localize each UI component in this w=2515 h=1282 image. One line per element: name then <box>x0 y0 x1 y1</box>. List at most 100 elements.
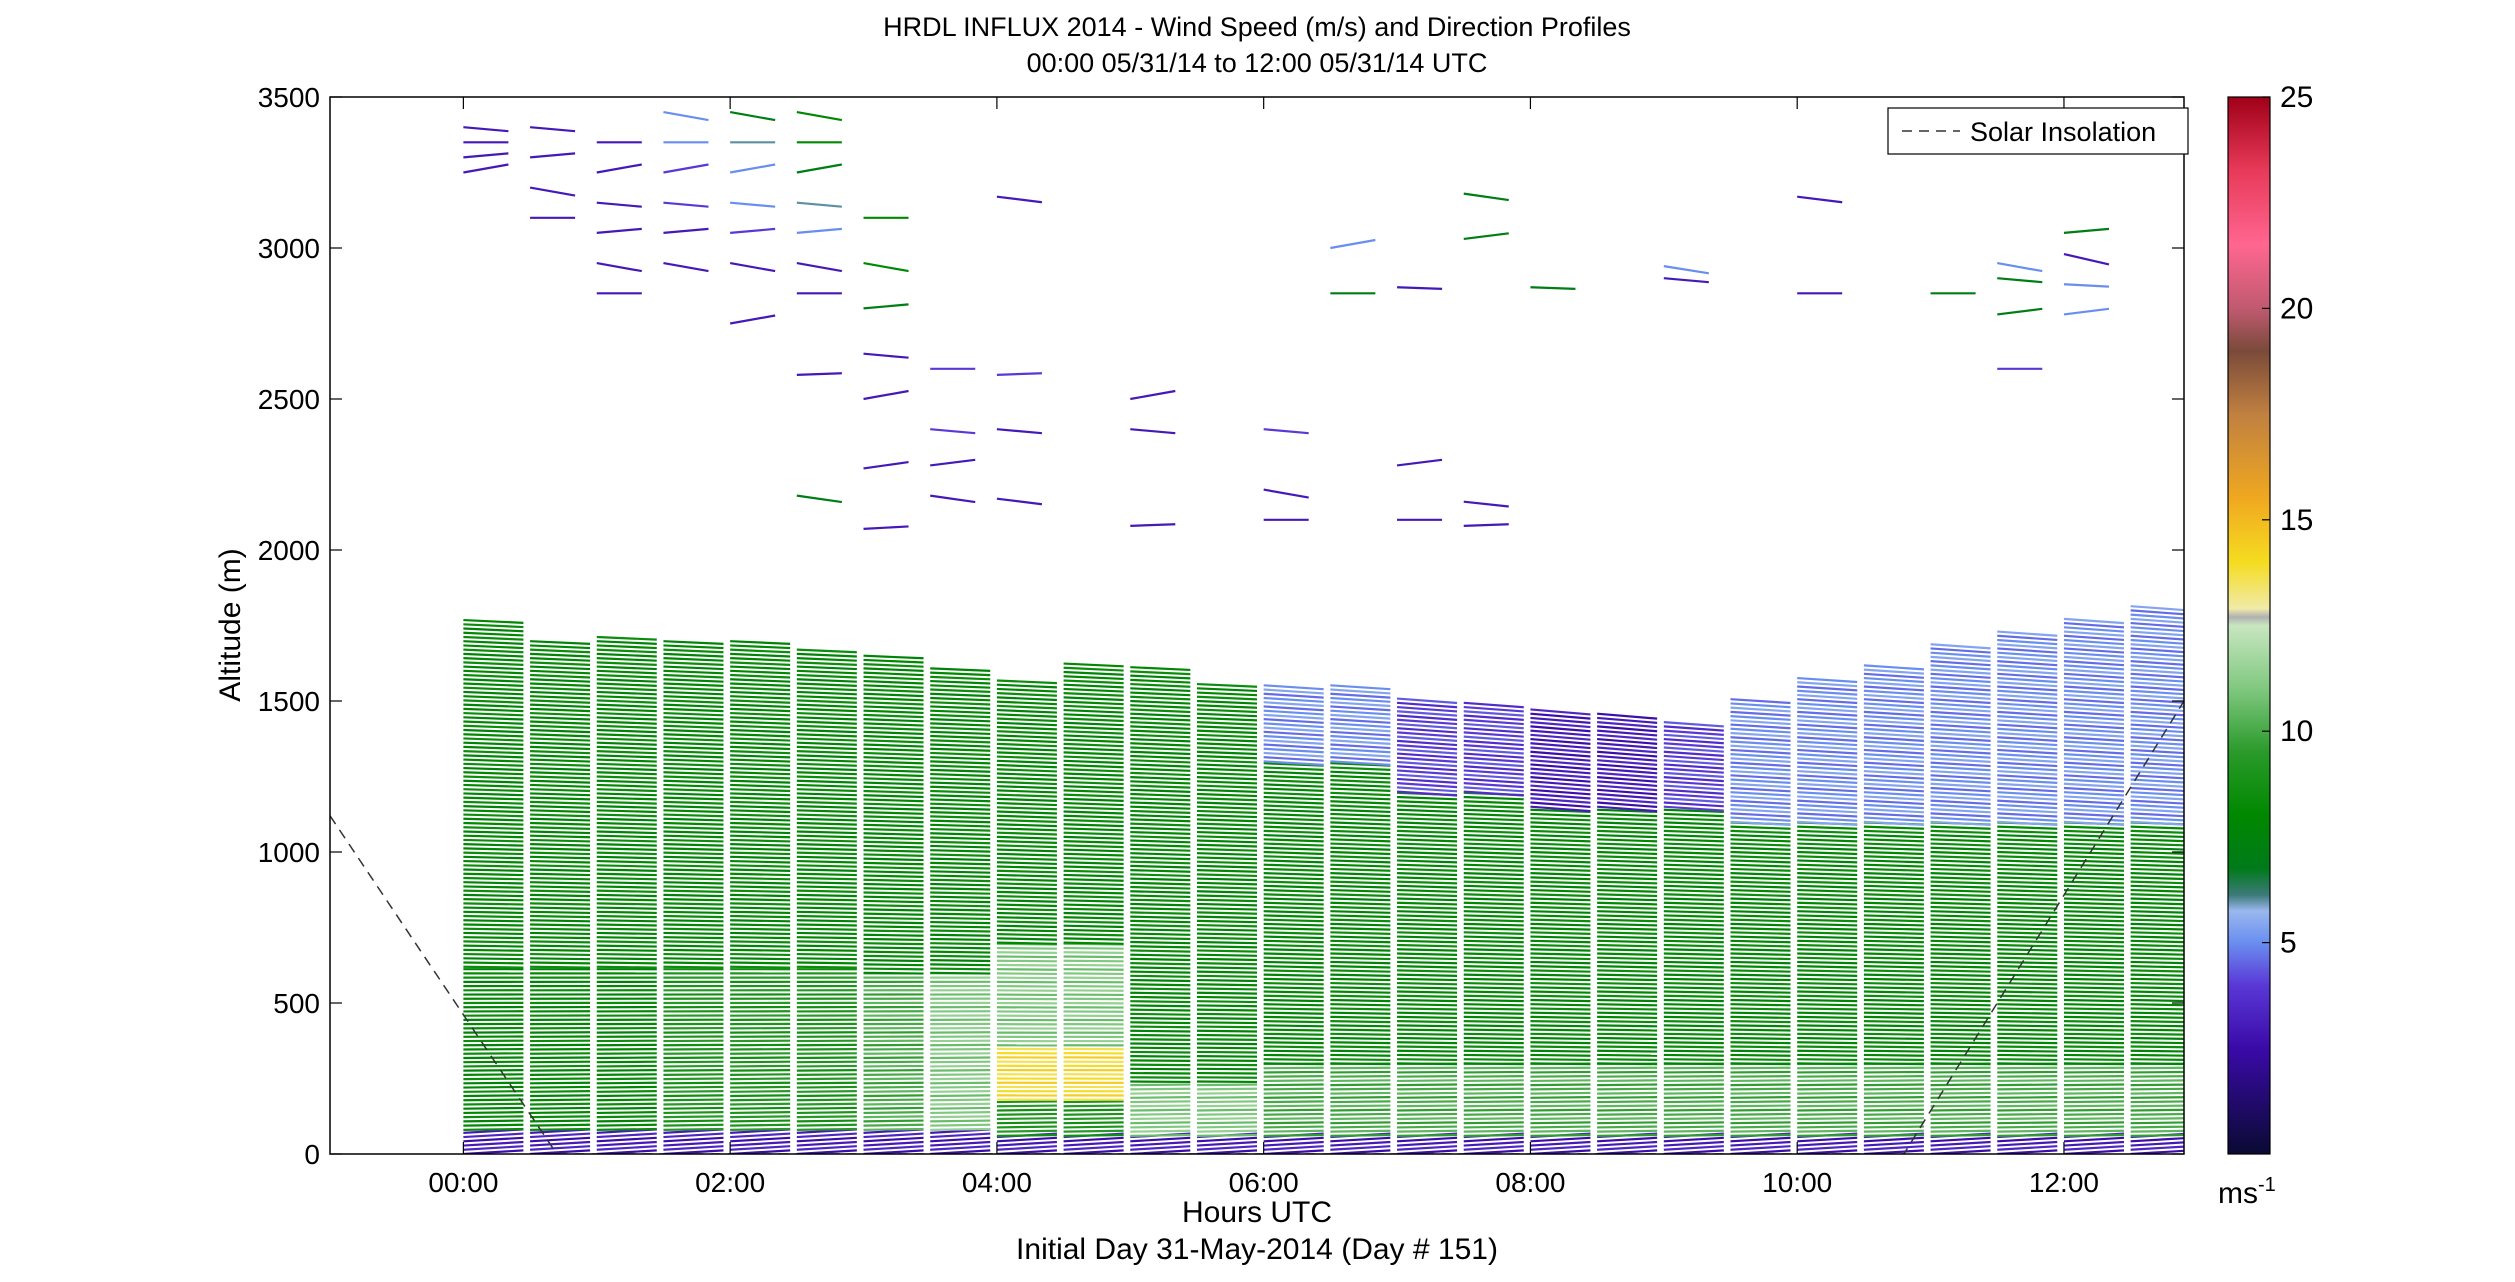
wind-barb <box>1797 782 1858 789</box>
wind-barb <box>1730 710 1791 717</box>
wind-barb <box>1863 1032 1924 1036</box>
wind-barb <box>1930 833 1991 839</box>
wind-barb <box>663 227 709 234</box>
wind-barb <box>2063 846 2125 851</box>
wind-barb <box>1997 1036 2058 1041</box>
wind-barb <box>1930 672 1991 679</box>
wind-barb <box>1997 1075 2058 1078</box>
wind-barb <box>1730 774 1791 780</box>
wind-barb <box>1663 737 1724 745</box>
wind-barb <box>1530 969 1591 973</box>
wind-barb <box>930 747 991 752</box>
wind-barb <box>2130 1015 2184 1019</box>
wind-barb <box>1997 651 2058 658</box>
wind-barb <box>530 910 591 915</box>
wind-barb <box>1196 970 1258 974</box>
wind-barb <box>1930 981 1991 986</box>
wind-barb <box>530 881 591 885</box>
wind-barb <box>2130 676 2184 683</box>
wind-barb <box>1530 754 1591 762</box>
y-tick-label: 2500 <box>258 384 320 415</box>
wind-barb <box>1997 765 2058 772</box>
wind-barb <box>796 1140 857 1147</box>
wind-barb <box>1930 1053 1991 1057</box>
wind-barb <box>2130 1011 2184 1015</box>
plot-area <box>330 111 2184 1154</box>
wind-barb <box>1397 1007 1458 1011</box>
wind-barb <box>1997 769 2058 776</box>
wind-barb <box>1863 1133 1924 1137</box>
wind-barb <box>1930 706 1991 713</box>
wind-barb <box>530 745 591 751</box>
wind-barb <box>596 788 657 793</box>
wind-barb <box>996 835 1057 840</box>
wind-barb <box>730 834 791 839</box>
wind-barb <box>1330 804 1391 809</box>
wind-barb <box>1396 760 1458 768</box>
wind-barb <box>1396 735 1458 742</box>
wind-barb <box>1797 1007 1858 1011</box>
wind-barb <box>463 126 509 133</box>
wind-barb <box>1397 1024 1458 1028</box>
wind-barb <box>996 497 1043 506</box>
wind-barb <box>1730 880 1791 885</box>
wind-barb <box>1330 918 1391 923</box>
wind-barb <box>1196 792 1258 798</box>
wind-barb <box>1997 910 2058 914</box>
wind-barb <box>1463 943 1524 948</box>
wind-barb <box>796 826 857 830</box>
wind-barb <box>1130 953 1191 957</box>
wind-barb <box>1863 910 1924 914</box>
wind-barb <box>730 686 791 692</box>
wind-barb <box>1263 730 1324 737</box>
wind-barb <box>1863 1011 1924 1015</box>
wind-barb <box>530 821 591 826</box>
wind-barb <box>1196 767 1258 772</box>
wind-barb <box>796 1073 857 1076</box>
wind-barb <box>1597 927 1658 931</box>
wind-profile <box>1797 676 1858 1154</box>
wind-barb <box>1863 1083 1924 1087</box>
wind-barb <box>1196 1087 1258 1091</box>
wind-barb <box>463 931 524 936</box>
wind-barb <box>1263 692 1324 699</box>
wind-barb <box>1863 727 1924 734</box>
wind-barb <box>2063 816 2125 822</box>
wind-profile <box>1530 708 1591 1154</box>
wind-barb <box>1196 754 1258 760</box>
wind-barb <box>1063 738 1124 744</box>
wind-barb <box>1530 1062 1591 1066</box>
wind-barb <box>2130 965 2184 969</box>
wind-barb <box>1663 842 1724 847</box>
wind-barb <box>1397 1015 1458 1020</box>
wind-barb <box>2130 1091 2184 1095</box>
wind-barb <box>1863 791 1924 797</box>
wind-barb <box>1530 797 1591 804</box>
wind-barb <box>1530 1041 1591 1045</box>
wind-barb <box>1797 1075 1858 1078</box>
wind-barb <box>930 1073 991 1076</box>
wind-barb <box>1196 1017 1258 1020</box>
wind-barb <box>663 699 724 704</box>
wind-barb <box>463 851 524 856</box>
wind-barb <box>530 1081 591 1085</box>
wind-barb <box>1263 969 1324 973</box>
wind-barb <box>1863 715 1924 721</box>
wind-barb <box>1263 910 1324 914</box>
wind-barb <box>1730 872 1791 877</box>
wind-barb <box>930 730 991 736</box>
wind-barb <box>1463 1028 1524 1032</box>
wind-barb <box>1997 1007 2058 1011</box>
wind-barb <box>1730 808 1791 814</box>
wind-barb <box>1863 901 1924 906</box>
wind-barb <box>596 1081 657 1085</box>
wind-barb <box>1863 990 1924 994</box>
wind-barb <box>1863 698 1924 705</box>
wind-barb <box>1797 761 1858 768</box>
wind-barb <box>1597 888 1658 893</box>
wind-barb <box>1330 1140 1391 1147</box>
wind-barb <box>1263 1003 1324 1007</box>
wind-barb <box>1530 1070 1591 1074</box>
wind-barb <box>1063 951 1124 955</box>
wind-barb <box>1530 808 1591 814</box>
